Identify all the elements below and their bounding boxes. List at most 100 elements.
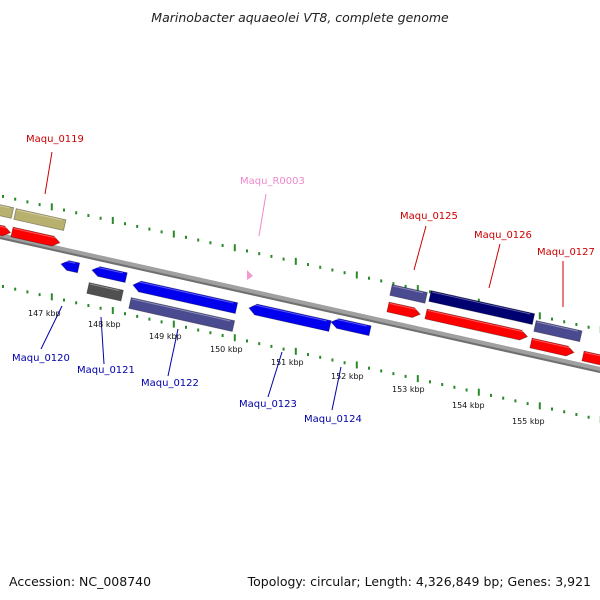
gene-label-maqu-0125[interactable]: Maqu_0125 [400,211,458,222]
scale-label-148: 148 kbp [88,320,121,329]
genome-backbone [0,233,600,373]
callout-maqu-0124 [331,366,342,411]
gene-blue-0124[interactable] [330,317,372,337]
reverse-scale-tick-minor [319,355,322,359]
gene-red-0125[interactable] [386,301,421,319]
forward-scale-tick-minor [38,203,41,207]
forward-scale-tick-minor [331,268,334,272]
reverse-scale-tick-minor [148,317,151,321]
callout-maqu-0119 [44,151,53,195]
feature-r0003-marker[interactable] [247,270,253,280]
reverse-scale-tick-minor [465,388,468,392]
gene-red-1[interactable] [10,226,61,247]
gene-khaki-0[interactable] [0,202,15,219]
forward-scale-tick-minor [75,211,78,215]
forward-scale-tick-minor [99,216,102,220]
gene-label-maqu-0121[interactable]: Maqu_0121 [77,365,135,376]
gene-label-maqu-0119[interactable]: Maqu_0119 [26,134,84,145]
reverse-scale-tick-minor [258,342,261,346]
reverse-scale-tick-minor [392,372,395,376]
scale-label-150: 150 kbp [210,345,243,354]
reverse-scale-ticks [2,284,600,423]
scale-label-151: 151 kbp [271,358,304,367]
reverse-scale-tick-minor [26,290,29,294]
reverse-scale-tick-minor [380,369,383,373]
forward-scale-tick-minor [307,263,309,267]
forward-scale-tick-minor [148,227,151,231]
forward-scale-tick-minor [575,323,578,327]
callout-maqu-0121 [100,316,105,365]
reverse-scale-tick-minor [136,314,139,318]
callout-maqu-0120 [40,305,63,350]
reverse-scale-tick-minor [575,413,578,417]
gene-label-maqu-0124[interactable]: Maqu_0124 [304,414,362,425]
gene-label-maqu-0122[interactable]: Maqu_0122 [141,378,199,389]
forward-scale-tick-minor [319,265,322,269]
gene-blue-0122[interactable] [132,280,239,314]
forward-scale-tick-major [538,312,541,320]
forward-scale-tick-minor [380,279,383,283]
reverse-scale-tick-minor [429,380,431,384]
gene-callouts [40,151,564,411]
forward-scale-tick-minor [197,238,200,242]
reverse-scale-tick-minor [38,293,41,297]
reverse-scale-tick-major [477,388,480,396]
reverse-scale-tick-minor [2,284,4,288]
forward-scale-tick-minor [136,224,139,228]
gene-slate-0127[interactable] [533,320,583,343]
gene-navy-0126[interactable] [428,290,536,325]
gene-red-0[interactable] [0,222,12,237]
forward-scale-tick-major [294,257,297,265]
gene-slate-0122[interactable] [128,297,236,332]
gene-blue-0121[interactable] [91,265,128,283]
reverse-scale-tick-minor [197,328,200,332]
reverse-scale-tick-minor [307,353,309,357]
reverse-scale-tick-minor [453,385,456,389]
gene-blue-small[interactable] [60,259,81,274]
reverse-scale-tick-minor [514,399,517,403]
reverse-scale-tick-minor [563,410,566,414]
reverse-scale-tick-minor [526,402,529,406]
reverse-scale-tick-major [538,402,541,410]
reverse-scale-tick-major [294,347,297,355]
gene-gray-0120[interactable] [86,282,124,302]
gene-red-next[interactable] [581,350,600,367]
reverse-scale-tick-minor [63,298,65,302]
scale-label-154: 154 kbp [452,401,485,410]
forward-scale-tick-minor [270,254,273,258]
reverse-scale-tick-minor [246,339,248,343]
gene-label-maqu-0127[interactable]: Maqu_0127 [537,247,595,258]
forward-scale-tick-minor [2,194,4,198]
reverse-scale-tick-major [50,293,53,301]
gene-label-maqu-0126[interactable]: Maqu_0126 [474,230,532,241]
gene-label-maqu-r0003[interactable]: Maqu_R0003 [240,176,305,187]
forward-scale-tick-minor [258,252,261,256]
reverse-scale-tick-minor [221,333,224,337]
forward-scale-tick-minor [26,200,29,204]
forward-scale-tick-major [233,244,236,252]
callout-maqu-0125 [413,225,427,271]
gene-blue-0123[interactable] [248,303,332,332]
gene-khaki-1[interactable] [13,208,67,231]
gene-features [0,202,600,367]
reverse-scale-tick-major [172,320,175,328]
gene-red-0127[interactable] [529,337,575,357]
scale-label-155: 155 kbp [512,417,545,426]
gene-label-maqu-0123[interactable]: Maqu_0123 [239,399,297,410]
reverse-scale-tick-major [233,334,236,342]
scale-label-149: 149 kbp [149,332,182,341]
forward-scale-tick-minor [343,271,346,275]
forward-scale-tick-major [172,230,175,238]
forward-scale-tick-minor [221,243,224,247]
gene-red-0126[interactable] [424,308,529,341]
gene-slate-0125[interactable] [389,284,428,304]
forward-scale-tick-minor [87,214,90,218]
callout-maqu-0123 [267,351,283,398]
reverse-scale-tick-major [416,375,419,383]
reverse-scale-tick-minor [404,374,407,378]
callout-maqu-0122 [167,328,179,377]
reverse-scale-tick-minor [185,325,187,329]
gene-label-maqu-0120[interactable]: Maqu_0120 [12,353,70,364]
